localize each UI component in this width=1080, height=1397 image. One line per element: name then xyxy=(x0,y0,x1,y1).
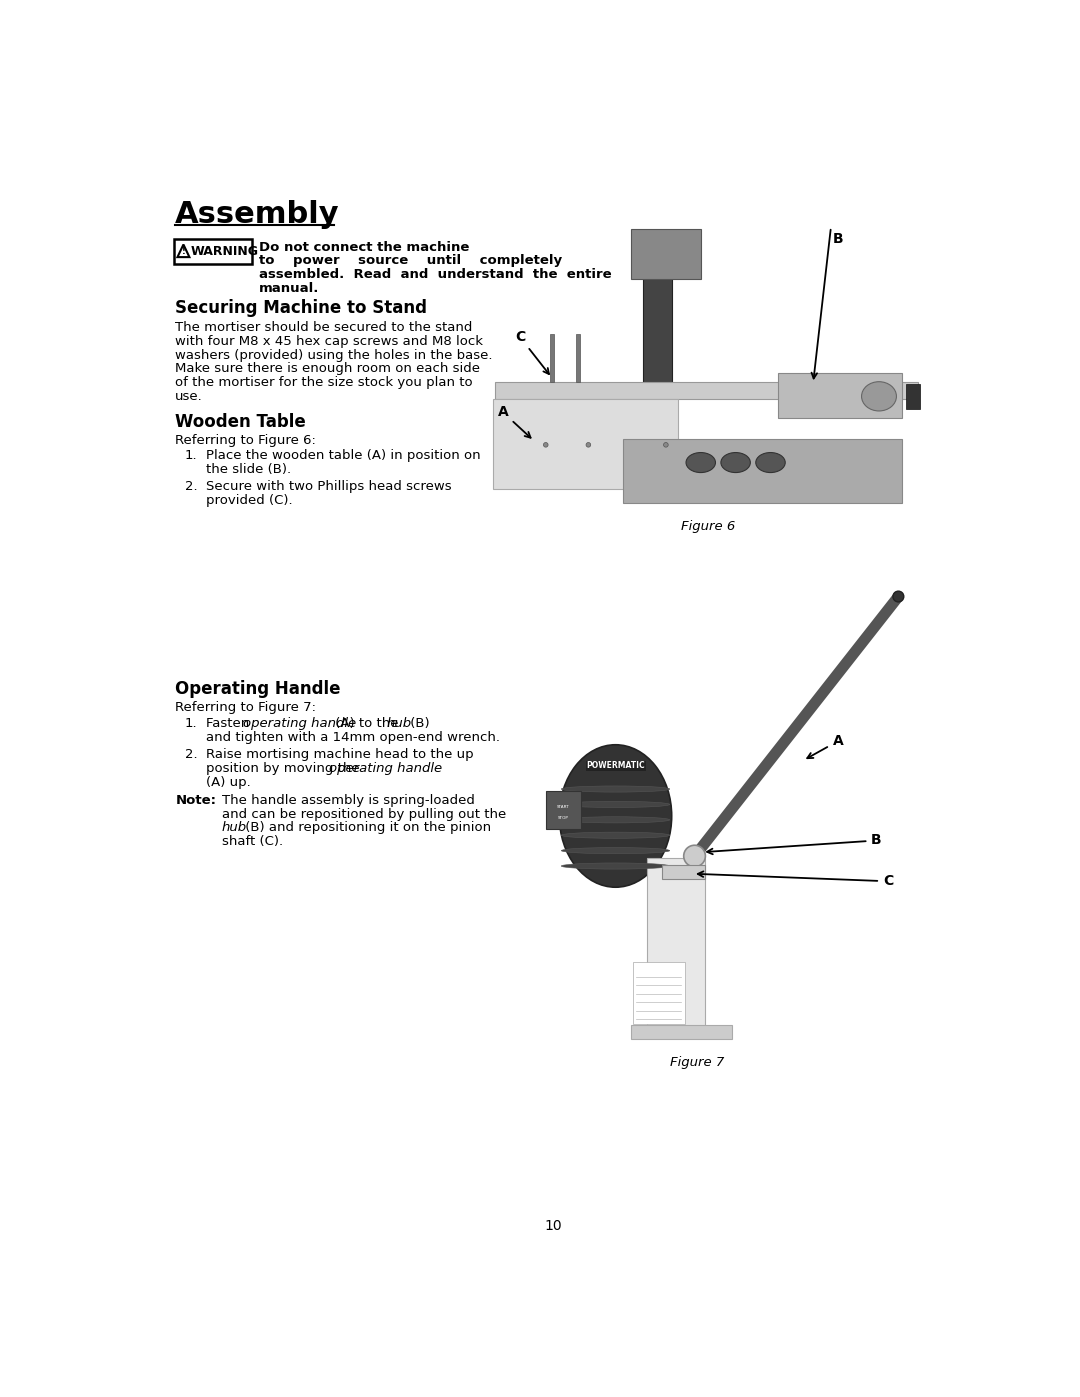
Text: of the mortiser for the size stock you plan to: of the mortiser for the size stock you p… xyxy=(175,376,473,390)
Text: (B) and repositioning it on the pinion: (B) and repositioning it on the pinion xyxy=(241,821,491,834)
Text: (B): (B) xyxy=(406,717,430,731)
Ellipse shape xyxy=(721,453,751,472)
Text: Figure 7: Figure 7 xyxy=(670,1056,724,1069)
Text: (A) up.: (A) up. xyxy=(206,775,251,789)
FancyBboxPatch shape xyxy=(174,239,253,264)
Text: use.: use. xyxy=(175,390,203,402)
Text: manual.: manual. xyxy=(259,282,320,295)
Text: STOP: STOP xyxy=(558,816,569,820)
Text: hub: hub xyxy=(387,717,411,731)
Ellipse shape xyxy=(686,453,715,472)
Text: 1.: 1. xyxy=(185,450,198,462)
FancyBboxPatch shape xyxy=(779,373,902,418)
Text: and tighten with a 14mm open-end wrench.: and tighten with a 14mm open-end wrench. xyxy=(206,731,500,743)
Text: The mortiser should be secured to the stand: The mortiser should be secured to the st… xyxy=(175,321,473,334)
Text: Referring to Figure 7:: Referring to Figure 7: xyxy=(175,701,316,714)
Ellipse shape xyxy=(562,863,670,869)
Ellipse shape xyxy=(756,453,785,472)
FancyBboxPatch shape xyxy=(633,963,685,1024)
FancyBboxPatch shape xyxy=(460,585,933,1039)
Text: !: ! xyxy=(181,247,186,256)
Ellipse shape xyxy=(893,591,904,602)
Text: the slide (B).: the slide (B). xyxy=(206,462,292,476)
FancyBboxPatch shape xyxy=(631,229,701,279)
Ellipse shape xyxy=(562,787,670,792)
Ellipse shape xyxy=(862,381,896,411)
Text: Assembly: Assembly xyxy=(175,200,340,229)
FancyBboxPatch shape xyxy=(545,791,581,828)
Text: Wooden Table: Wooden Table xyxy=(175,412,306,430)
Text: position by moving the: position by moving the xyxy=(206,761,364,775)
FancyBboxPatch shape xyxy=(577,334,580,381)
Text: START: START xyxy=(557,805,570,809)
Text: operating handle: operating handle xyxy=(328,761,442,775)
Text: Figure 6: Figure 6 xyxy=(681,520,735,532)
Text: Make sure there is enough room on each side: Make sure there is enough room on each s… xyxy=(175,362,481,376)
Polygon shape xyxy=(494,398,677,489)
Text: 2.: 2. xyxy=(185,749,198,761)
Text: Do not connect the machine: Do not connect the machine xyxy=(259,240,470,254)
Text: Securing Machine to Stand: Securing Machine to Stand xyxy=(175,299,428,317)
Ellipse shape xyxy=(543,443,548,447)
Text: WARNING: WARNING xyxy=(191,244,259,257)
FancyBboxPatch shape xyxy=(488,210,930,503)
Text: operating handle: operating handle xyxy=(243,717,356,731)
Text: A: A xyxy=(807,735,843,759)
Text: C: C xyxy=(698,872,893,888)
Text: and can be repositioned by pulling out the: and can be repositioned by pulling out t… xyxy=(221,807,507,821)
Text: B: B xyxy=(833,232,843,246)
Ellipse shape xyxy=(663,443,669,447)
Text: assembled.  Read  and  understand  the  entire: assembled. Read and understand the entir… xyxy=(259,268,611,281)
Text: Operating Handle: Operating Handle xyxy=(175,680,341,698)
FancyBboxPatch shape xyxy=(631,1025,732,1039)
Text: Referring to Figure 6:: Referring to Figure 6: xyxy=(175,433,316,447)
FancyBboxPatch shape xyxy=(550,334,554,381)
Ellipse shape xyxy=(562,833,670,838)
Ellipse shape xyxy=(684,845,705,866)
Text: Raise mortising machine head to the up: Raise mortising machine head to the up xyxy=(206,749,474,761)
Text: 1.: 1. xyxy=(185,717,198,731)
Text: provided (C).: provided (C). xyxy=(206,493,293,507)
Ellipse shape xyxy=(562,848,670,854)
Text: Secure with two Phillips head screws: Secure with two Phillips head screws xyxy=(206,479,451,493)
Ellipse shape xyxy=(562,817,670,823)
FancyBboxPatch shape xyxy=(643,240,672,441)
FancyBboxPatch shape xyxy=(647,858,704,1028)
Text: The handle assembly is spring-loaded: The handle assembly is spring-loaded xyxy=(221,793,475,807)
Text: Note:: Note: xyxy=(175,793,216,807)
Text: A: A xyxy=(498,405,530,437)
Text: POWERMATIC: POWERMATIC xyxy=(586,761,645,770)
Text: 2.: 2. xyxy=(185,479,198,493)
FancyBboxPatch shape xyxy=(623,440,902,503)
Text: hub: hub xyxy=(221,821,247,834)
FancyBboxPatch shape xyxy=(906,384,920,409)
Text: Place the wooden table (A) in position on: Place the wooden table (A) in position o… xyxy=(206,450,481,462)
Text: shaft (C).: shaft (C). xyxy=(221,835,283,848)
Text: washers (provided) using the holes in the base.: washers (provided) using the holes in th… xyxy=(175,349,492,362)
Text: (A) to the: (A) to the xyxy=(330,717,403,731)
Ellipse shape xyxy=(586,443,591,447)
Text: to    power    source    until    completely: to power source until completely xyxy=(259,254,562,267)
Text: B: B xyxy=(707,834,882,854)
Text: 10: 10 xyxy=(544,1220,563,1234)
Text: with four M8 x 45 hex cap screws and M8 lock: with four M8 x 45 hex cap screws and M8 … xyxy=(175,335,484,348)
Text: C: C xyxy=(515,330,549,374)
Text: Fasten: Fasten xyxy=(206,717,254,731)
Ellipse shape xyxy=(562,802,670,807)
Ellipse shape xyxy=(559,745,672,887)
FancyBboxPatch shape xyxy=(662,865,704,879)
FancyBboxPatch shape xyxy=(496,381,918,398)
